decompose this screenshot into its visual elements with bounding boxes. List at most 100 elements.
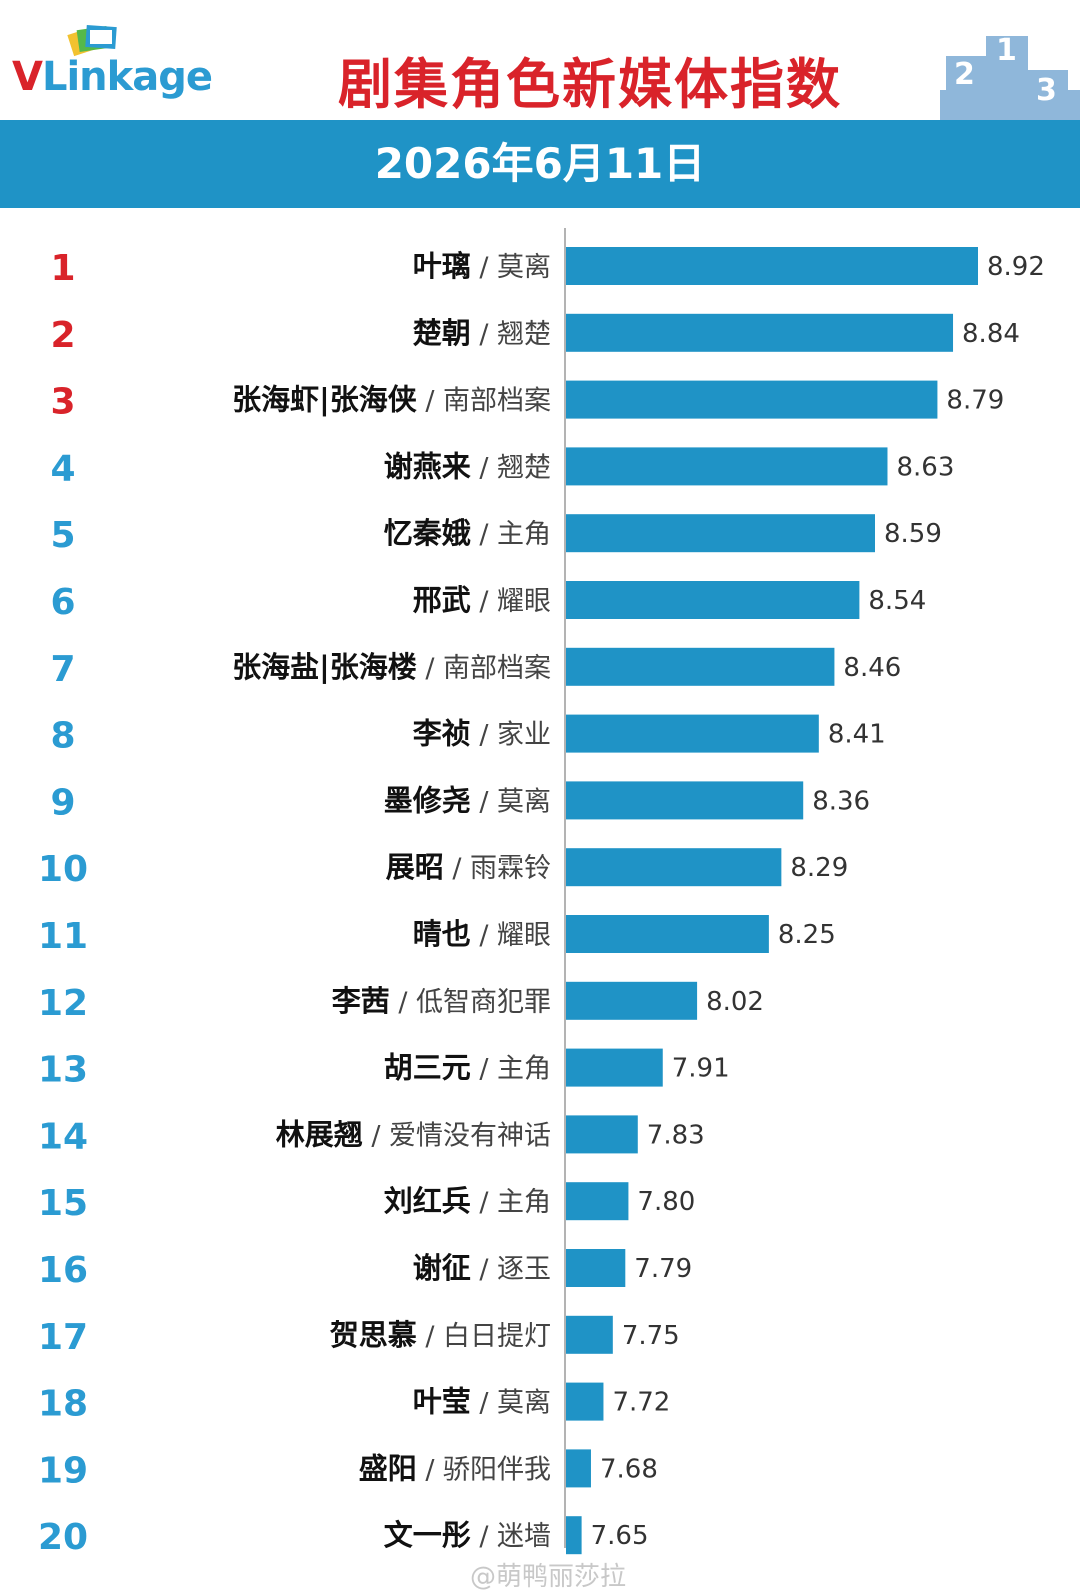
bar-label: 叶莹 / 莫离 (413, 1385, 551, 1419)
rank-label: 19 (38, 1450, 88, 1491)
rank-label: 8 (50, 716, 75, 757)
character-name: 张海盐|张海楼 (232, 650, 417, 684)
character-name: 墨修尧 (384, 783, 471, 817)
show-name: / 家业 (471, 720, 551, 751)
bar-label: 墨修尧 / 莫离 (384, 783, 551, 817)
character-name: 文一彤 (384, 1518, 471, 1552)
value-label: 7.68 (600, 1454, 658, 1484)
rank-label: 17 (38, 1317, 88, 1358)
rank-label: 9 (50, 782, 75, 823)
show-name: / 耀眼 (471, 586, 551, 617)
bar-label: 张海虾|张海侠 / 南部档案 (232, 383, 551, 417)
bar-label: 张海盐|张海楼 / 南部档案 (232, 650, 551, 684)
value-label: 8.54 (868, 586, 926, 616)
rank-label: 14 (38, 1116, 88, 1157)
bar (566, 714, 819, 753)
character-name: 谢燕来 (384, 449, 471, 483)
show-name: / 莫离 (471, 1388, 551, 1419)
value-label: 7.79 (634, 1254, 692, 1284)
bar (566, 915, 769, 953)
value-label: 8.59 (884, 519, 942, 549)
show-name: / 白日提灯 (417, 1321, 551, 1352)
rank-label: 6 (50, 582, 75, 623)
bar (566, 1382, 604, 1421)
character-name: 林展翘 (276, 1117, 363, 1151)
show-name: / 主角 (471, 1187, 551, 1218)
rank-label: 18 (38, 1384, 88, 1425)
value-label: 7.72 (612, 1388, 670, 1418)
bar-label: 谢燕来 / 翘楚 (384, 449, 551, 483)
bar (566, 848, 782, 887)
bar-label: 邢武 / 耀眼 (413, 583, 551, 617)
bar (566, 447, 888, 486)
show-name: / 雨霖铃 (444, 853, 551, 884)
bar-label: 谢征 / 逐玉 (413, 1251, 551, 1285)
bar (566, 380, 938, 419)
bar (566, 581, 860, 619)
bar-label: 贺思慕 / 白日提灯 (330, 1318, 551, 1352)
value-label: 8.41 (828, 720, 886, 750)
value-label: 7.75 (622, 1321, 680, 1351)
date-bar: 2026年6月11日 (0, 120, 1080, 208)
character-name: 谢征 (413, 1251, 471, 1285)
show-name: / 南部档案 (417, 653, 551, 684)
ranking-bar-chart: 1 叶璃 / 莫离 8.92 2 楚朝 / 翘楚 8.84 3 张海虾|张海侠 / 南部档案 8… (38, 228, 1045, 1558)
bar (566, 1048, 663, 1087)
svg-text:3: 3 (1036, 73, 1057, 108)
value-label: 8.36 (812, 786, 870, 816)
show-name: / 逐玉 (471, 1254, 551, 1285)
character-name: 忆秦娥 (384, 516, 471, 550)
bar-label: 林展翘 / 爱情没有神话 (276, 1117, 551, 1151)
logo-text: VLinkage (12, 54, 213, 100)
value-label: 7.80 (637, 1187, 695, 1217)
rank-label: 5 (50, 515, 75, 556)
character-name: 展昭 (386, 850, 444, 884)
bar (566, 1249, 626, 1287)
bar-label: 盛阳 / 骄阳伴我 (359, 1451, 551, 1485)
rank-label: 12 (38, 983, 88, 1024)
show-name: / 莫离 (471, 786, 551, 817)
bar-label: 刘红兵 / 主角 (384, 1184, 551, 1218)
vlinkage-logo: VLinkage (12, 20, 242, 110)
show-name: / 主角 (471, 1054, 551, 1085)
character-name: 李茜 (332, 984, 390, 1018)
value-label: 7.65 (591, 1521, 649, 1551)
svg-text:1: 1 (996, 33, 1017, 68)
character-name: 邢武 (413, 583, 471, 617)
bar (566, 1182, 629, 1221)
bar-label: 晴也 / 耀眼 (413, 917, 551, 951)
show-name: / 南部档案 (417, 386, 551, 417)
character-name: 胡三元 (384, 1051, 471, 1085)
bar (566, 247, 978, 285)
bar-label: 李祯 / 家业 (413, 717, 551, 751)
bar (566, 647, 835, 686)
character-name: 李祯 (413, 717, 471, 751)
value-label: 8.46 (843, 653, 901, 683)
bar (566, 1516, 582, 1555)
rank-label: 10 (38, 849, 88, 890)
character-name: 叶莹 (413, 1385, 471, 1419)
character-name: 晴也 (413, 917, 471, 951)
bar-label: 胡三元 / 主角 (384, 1051, 551, 1085)
show-name: / 迷墙 (471, 1521, 551, 1552)
rank-label: 2 (50, 315, 75, 356)
bar-label: 文一彤 / 迷墙 (384, 1518, 551, 1552)
value-label: 8.84 (962, 319, 1020, 349)
bar (566, 981, 698, 1020)
logo-cards-icon (67, 24, 117, 57)
show-name: / 低智商犯罪 (390, 987, 551, 1018)
show-name: / 骄阳伴我 (417, 1454, 551, 1485)
show-name: / 翘楚 (471, 452, 551, 483)
value-label: 8.79 (946, 386, 1004, 416)
rank-label: 3 (50, 382, 75, 423)
rank-label: 7 (50, 649, 75, 690)
rank-label: 1 (50, 248, 75, 289)
value-label: 8.92 (987, 252, 1045, 282)
bar-label: 展昭 / 雨霖铃 (386, 850, 551, 884)
rank-label: 20 (38, 1517, 88, 1558)
bar (566, 781, 804, 820)
podium-icon: 2 1 3 (940, 33, 1080, 120)
value-label: 8.25 (778, 920, 836, 950)
value-label: 8.63 (896, 452, 954, 482)
date-label: 2026年6月11日 (374, 139, 706, 188)
